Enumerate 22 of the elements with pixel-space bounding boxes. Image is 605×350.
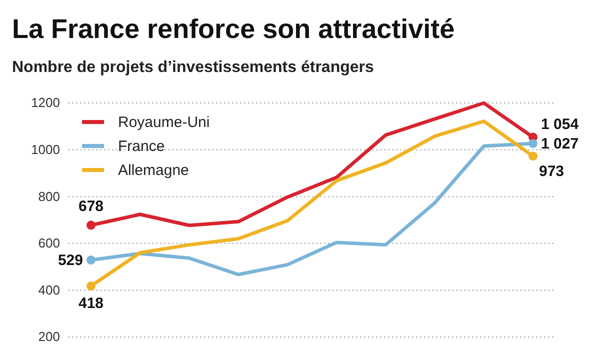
chart-title: La France renforce son attractivité: [12, 14, 455, 44]
point: [86, 220, 96, 230]
point: [528, 152, 538, 161]
y-tick-label: 200: [38, 329, 60, 344]
y-tick-label: 800: [38, 188, 60, 204]
data-label: 973: [539, 163, 564, 180]
data-label: 418: [78, 294, 104, 312]
data-label: 1 054: [541, 116, 580, 134]
data-label: 678: [78, 198, 104, 216]
data-label: 529: [58, 252, 83, 270]
data-label: 1 027: [541, 135, 579, 152]
point: [528, 138, 538, 148]
legend-label: Royaume-Uni: [118, 114, 210, 131]
y-tick-label: 400: [38, 282, 60, 298]
y-tick-label: 1000: [31, 142, 60, 157]
y-tick-label: 600: [38, 236, 60, 251]
point: [86, 256, 96, 265]
point: [86, 281, 96, 290]
chart-subtitle: Nombre de projets d’investissements étrangers: [12, 59, 374, 76]
legend-label: France: [118, 138, 165, 155]
legend-label: Allemagne: [118, 162, 189, 179]
y-tick-label: 1200: [31, 95, 60, 110]
